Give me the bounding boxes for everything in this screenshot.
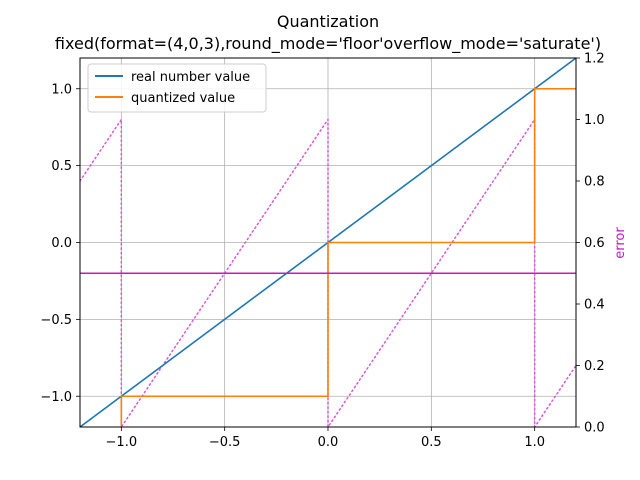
x-tick-label-2: 0.0: [318, 435, 339, 450]
x-axis: −1.0 −0.5 0.0 0.5 1.0: [106, 427, 545, 450]
legend-label-quantized: quantized value: [131, 91, 235, 106]
right-axis-label: error: [613, 227, 628, 259]
legend: real number value quantized value: [87, 63, 267, 113]
right-tick-label-5: 1.0: [584, 113, 605, 128]
x-tick-label-1: −0.5: [209, 435, 241, 450]
x-tick-label-4: 1.0: [524, 435, 545, 450]
left-tick-label-1: −0.5: [40, 313, 72, 328]
right-tick-label-0: 0.0: [584, 421, 605, 436]
chart-subtitle: fixed(format=(4,0,3),round_mode='floor'o…: [55, 34, 601, 54]
chart-title: Quantization: [277, 12, 379, 31]
left-y-axis: −1.0 −0.5 0.0 0.5 1.0: [40, 82, 80, 405]
left-tick-label-2: 0.0: [51, 236, 72, 251]
right-tick-label-3: 0.6: [584, 236, 605, 251]
right-tick-label-1: 0.2: [584, 359, 605, 374]
left-tick-label-4: 1.0: [51, 82, 72, 97]
legend-label-real: real number value: [131, 70, 250, 85]
left-tick-label-3: 0.5: [51, 159, 72, 174]
x-tick-label-3: 0.5: [421, 435, 442, 450]
right-y-axis: 0.0 0.2 0.4 0.6 0.8 1.0 1.2: [576, 52, 605, 436]
series-line-1: [120, 87, 576, 427]
right-tick-label-6: 1.2: [584, 52, 605, 67]
x-tick-label-0: −1.0: [106, 435, 138, 450]
legend-box: [87, 63, 267, 113]
plot-area: [80, 58, 576, 427]
right-tick-label-4: 0.8: [584, 175, 605, 190]
right-tick-label-2: 0.4: [584, 298, 605, 313]
left-tick-label-0: −1.0: [40, 390, 72, 405]
